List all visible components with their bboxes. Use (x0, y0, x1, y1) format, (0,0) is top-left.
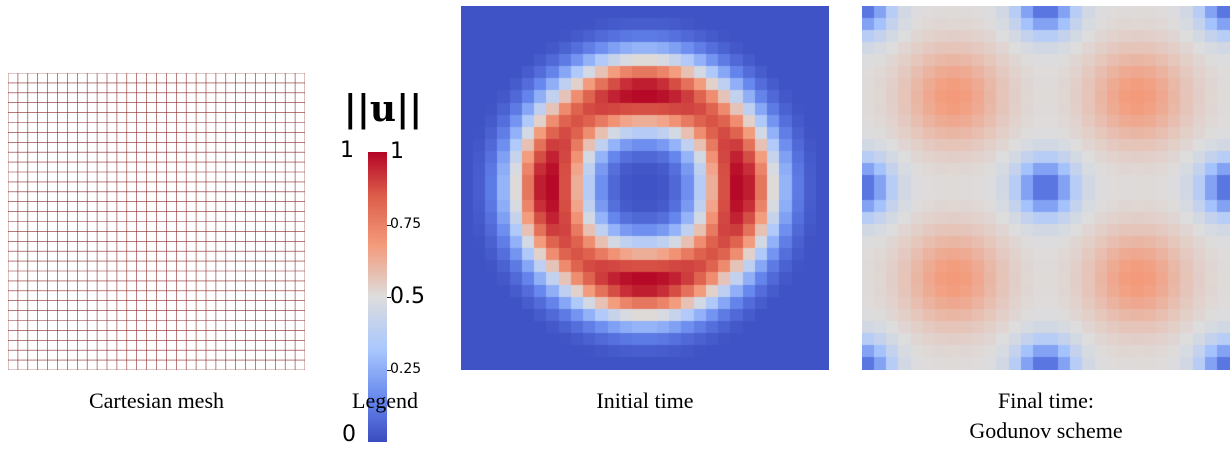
final-caption: Final time: Godunov scheme (862, 386, 1230, 446)
legend-caption: Legend (352, 388, 418, 413)
final-caption-line1: Final time: (998, 388, 1094, 413)
legend-tick-mark (387, 224, 391, 226)
final-caption-line2: Godunov scheme (969, 418, 1123, 443)
mesh-caption: Cartesian mesh (88, 388, 225, 413)
initial-time-field (461, 6, 829, 370)
colorbar (368, 152, 387, 442)
legend-title: ||u|| (343, 88, 423, 130)
legend-tick-mark (387, 369, 391, 371)
legend-tick-mark (387, 297, 391, 298)
legend-tick-label: 0 (342, 422, 356, 447)
initial-caption: Initial time (596, 388, 694, 413)
legend-tick-label: 0.5 (390, 283, 425, 309)
final-time-field (862, 6, 1230, 370)
cartesian-mesh-plot (8, 73, 305, 370)
legend-tick-label: 0.25 (390, 361, 422, 378)
legend-top-left-label: 1 (340, 138, 354, 163)
colorbar-legend: ||u|| 1 0.75 0.5 0.25 0 1 (338, 84, 438, 447)
legend-tick-label: 0.75 (390, 216, 422, 233)
legend-tick-label: 1 (390, 138, 404, 164)
